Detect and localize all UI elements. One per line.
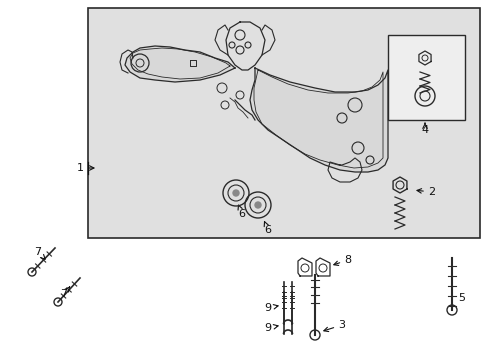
Circle shape — [232, 190, 239, 196]
Text: 3: 3 — [338, 320, 345, 330]
Text: 6: 6 — [238, 209, 245, 219]
Text: 2: 2 — [427, 187, 435, 197]
Bar — [387, 35, 464, 120]
Text: 6: 6 — [264, 225, 271, 235]
Text: 5: 5 — [458, 293, 465, 303]
Text: 7: 7 — [34, 247, 41, 257]
Text: 4: 4 — [421, 125, 427, 135]
Text: 1: 1 — [76, 163, 83, 173]
Circle shape — [254, 202, 261, 208]
Polygon shape — [249, 68, 387, 172]
Bar — [88, 8, 479, 238]
Text: 7: 7 — [61, 289, 67, 299]
Text: 9: 9 — [264, 323, 271, 333]
Text: 9: 9 — [264, 303, 271, 313]
Text: 8: 8 — [344, 255, 351, 265]
Polygon shape — [125, 46, 235, 82]
